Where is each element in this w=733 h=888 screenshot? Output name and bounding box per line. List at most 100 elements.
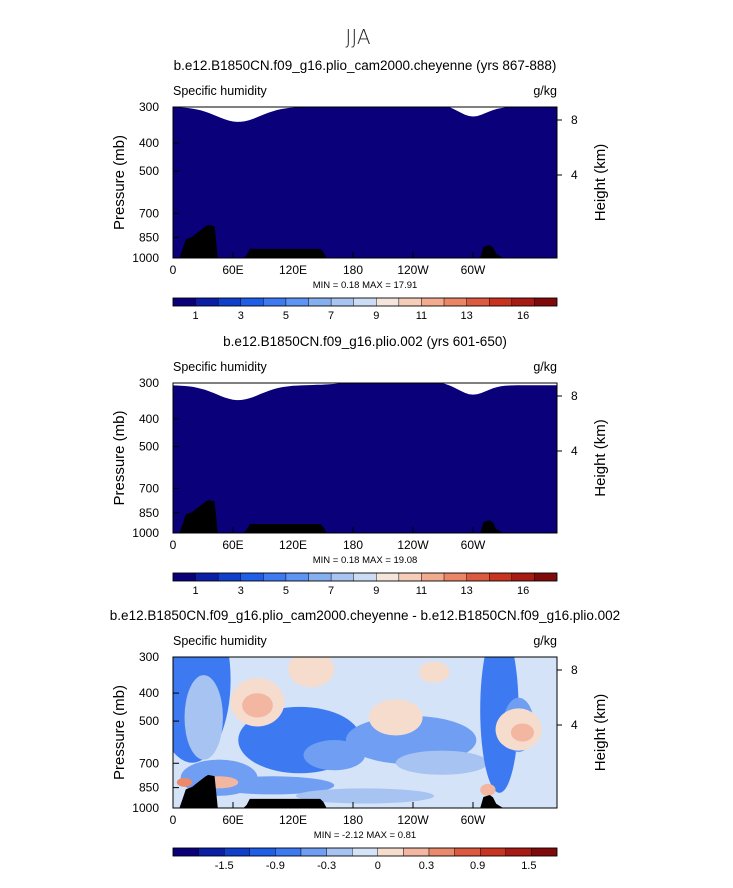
variable-label: Specific humidity (173, 360, 268, 374)
colorbar-swatch (443, 572, 467, 582)
colorbar-swatch (300, 847, 327, 857)
positive-anomaly (480, 783, 496, 796)
colorbar-label: 16 (517, 310, 529, 322)
height-tick-label: 8 (571, 389, 578, 403)
contour-band (173, 107, 557, 258)
colorbar-swatch (198, 847, 225, 857)
colorbar-label: 11 (416, 585, 427, 597)
panel-3: b.e12.B1850CN.f09_g16.plio_cam2000.cheye… (110, 608, 620, 872)
colorbar-label: 11 (416, 310, 427, 322)
colorbar-swatch (421, 297, 445, 307)
season-title: JJA (345, 25, 370, 49)
x-tick-label: 0 (170, 538, 177, 552)
colorbar-label: 7 (328, 310, 334, 322)
positive-anomaly (288, 657, 335, 688)
y-tick-label: 700 (139, 206, 159, 220)
x-tick-label: 60W (461, 813, 486, 827)
colorbar-swatch (249, 847, 276, 857)
y-axis-title: Pressure (mb) (111, 410, 128, 505)
y-tick-label: 400 (139, 412, 159, 426)
colorbar-label: 16 (517, 585, 529, 597)
y-tick-label: 500 (139, 164, 159, 178)
colorbar-swatch (443, 297, 467, 307)
terrain-mask (173, 774, 557, 808)
colorbar-label: 0.3 (419, 860, 434, 872)
colorbar-swatch (376, 572, 400, 582)
x-tick-label: 0 (170, 813, 177, 827)
colorbar-label: 9 (373, 585, 379, 597)
colorbar-swatch (421, 572, 445, 582)
colorbar-label: 0 (375, 860, 381, 872)
plot-frame (172, 106, 558, 259)
y-tick-label: 1000 (132, 251, 159, 265)
colorbar-frame (172, 297, 558, 307)
colorbar-swatch (454, 847, 481, 857)
units-label: g/kg (533, 84, 557, 98)
right-axis-title: Height (km) (592, 694, 609, 772)
colorbar-swatch (217, 297, 241, 307)
x-tick-label: 120E (279, 538, 307, 552)
plot-frame (172, 382, 558, 534)
y-tick-label: 500 (139, 440, 159, 454)
colorbar-swatch (330, 297, 354, 307)
colorbar-label: 5 (283, 585, 289, 597)
panel-title: b.e12.B1850CN.f09_g16.plio_cam2000.cheye… (110, 608, 620, 623)
colorbar-label: 1 (193, 585, 199, 597)
x-tick-label: 120W (397, 813, 429, 827)
positive-anomaly (418, 661, 450, 683)
colorbar-swatch (377, 847, 404, 857)
y-tick-label: 1000 (132, 801, 159, 815)
x-tick-label: 180 (343, 538, 363, 552)
y-tick-label: 300 (139, 376, 159, 390)
colorbar-label: 0.9 (470, 860, 485, 872)
terrain-mask (173, 500, 557, 533)
colorbar-label: 5 (283, 310, 289, 322)
colorbar-label: -1.5 (215, 860, 234, 872)
x-tick-label: 0 (170, 263, 177, 277)
colorbar-swatch (531, 847, 558, 857)
x-tick-label: 120E (279, 263, 307, 277)
contour-band (173, 383, 557, 533)
colorbar-swatch (195, 297, 219, 307)
y-axis-title: Pressure (mb) (111, 685, 128, 780)
negative-anomaly (395, 750, 488, 775)
negative-anomaly (184, 675, 223, 760)
colorbar-swatch (326, 847, 353, 857)
y-tick-label: 300 (139, 100, 159, 114)
y-tick-label: 850 (139, 781, 159, 795)
colorbar-swatch (534, 297, 558, 307)
x-tick-label: 180 (343, 813, 363, 827)
units-label: g/kg (533, 634, 557, 648)
min-max-stats: MIN = 0.18 MAX = 17.91 (313, 280, 418, 291)
colorbar-swatch (466, 297, 490, 307)
colorbar-label: 3 (238, 585, 244, 597)
positive-anomaly (368, 699, 423, 736)
x-tick-label: 60W (461, 263, 486, 277)
x-tick-label: 120W (397, 263, 429, 277)
colorbar-label: 1 (193, 310, 199, 322)
colorbar-swatch (489, 572, 513, 582)
x-tick-label: 120W (397, 538, 429, 552)
colorbar-frame (172, 572, 558, 582)
colorbar-swatch (308, 297, 332, 307)
y-tick-label: 700 (139, 482, 159, 496)
colorbar-label: 13 (461, 310, 473, 322)
colorbar-swatch (263, 572, 287, 582)
panel-2: b.e12.B1850CN.f09_g16.plio.002 (yrs 601-… (111, 334, 609, 597)
x-tick-label: 60E (222, 538, 243, 552)
variable-label: Specific humidity (173, 84, 268, 98)
positive-anomaly (176, 777, 193, 787)
colorbar-swatch (398, 297, 422, 307)
right-axis-title: Height (km) (592, 419, 609, 497)
colorbar-swatch (505, 847, 532, 857)
colorbar-swatch (428, 847, 455, 857)
panel-title: b.e12.B1850CN.f09_g16.plio_cam2000.cheye… (174, 58, 557, 73)
panels: b.e12.B1850CN.f09_g16.plio_cam2000.cheye… (110, 58, 620, 872)
y-axis-title: Pressure (mb) (111, 135, 128, 230)
y-tick-label: 700 (139, 756, 159, 770)
negative-anomaly (295, 788, 435, 804)
y-tick-label: 400 (139, 136, 159, 150)
y-tick-label: 1000 (132, 526, 159, 540)
colorbar-swatch (489, 297, 513, 307)
x-tick-label: 60E (222, 813, 243, 827)
